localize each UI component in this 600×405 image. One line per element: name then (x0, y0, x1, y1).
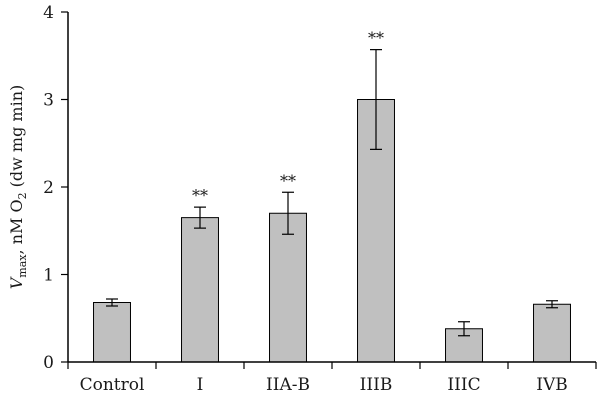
significance-marker: ** (368, 29, 384, 48)
bar-ivb (533, 303, 571, 363)
x-tick-label: I (197, 375, 204, 395)
significance-markers: ** ** ** (192, 29, 384, 206)
x-tick-label: IIIB (360, 375, 393, 395)
y-tick-label: 4 (43, 3, 54, 23)
x-ticks: Control I IIA-B IIIB IIIC IVB (67, 362, 597, 395)
y-ticks: 0 1 2 3 4 (43, 3, 68, 373)
x-tick-label: IIIC (447, 375, 480, 395)
y-axis-label: Vmax, nM O2 (dw mg min) (7, 85, 29, 290)
y-tick-label: 2 (43, 178, 54, 198)
bars (93, 99, 571, 363)
y-tick-label: 0 (43, 353, 54, 373)
y-label-main: , nM O (7, 199, 26, 254)
significance-marker: ** (192, 186, 208, 205)
y-tick-label: 1 (43, 266, 54, 286)
bar-i (181, 217, 219, 363)
y-label-tail: (dw mg min) (7, 85, 26, 193)
y-label-sub2: 2 (16, 192, 29, 199)
bar-iia-b (269, 212, 307, 363)
x-tick-label: IIA-B (266, 375, 310, 395)
y-label-italic: V (7, 276, 26, 289)
bar-control (93, 302, 131, 363)
significance-marker: ** (280, 171, 296, 190)
x-tick-label: IVB (536, 375, 568, 395)
x-tick-label: Control (80, 375, 145, 395)
y-label-sub: max (16, 254, 29, 278)
error-bars (106, 49, 558, 337)
y-tick-label: 3 (43, 91, 54, 111)
